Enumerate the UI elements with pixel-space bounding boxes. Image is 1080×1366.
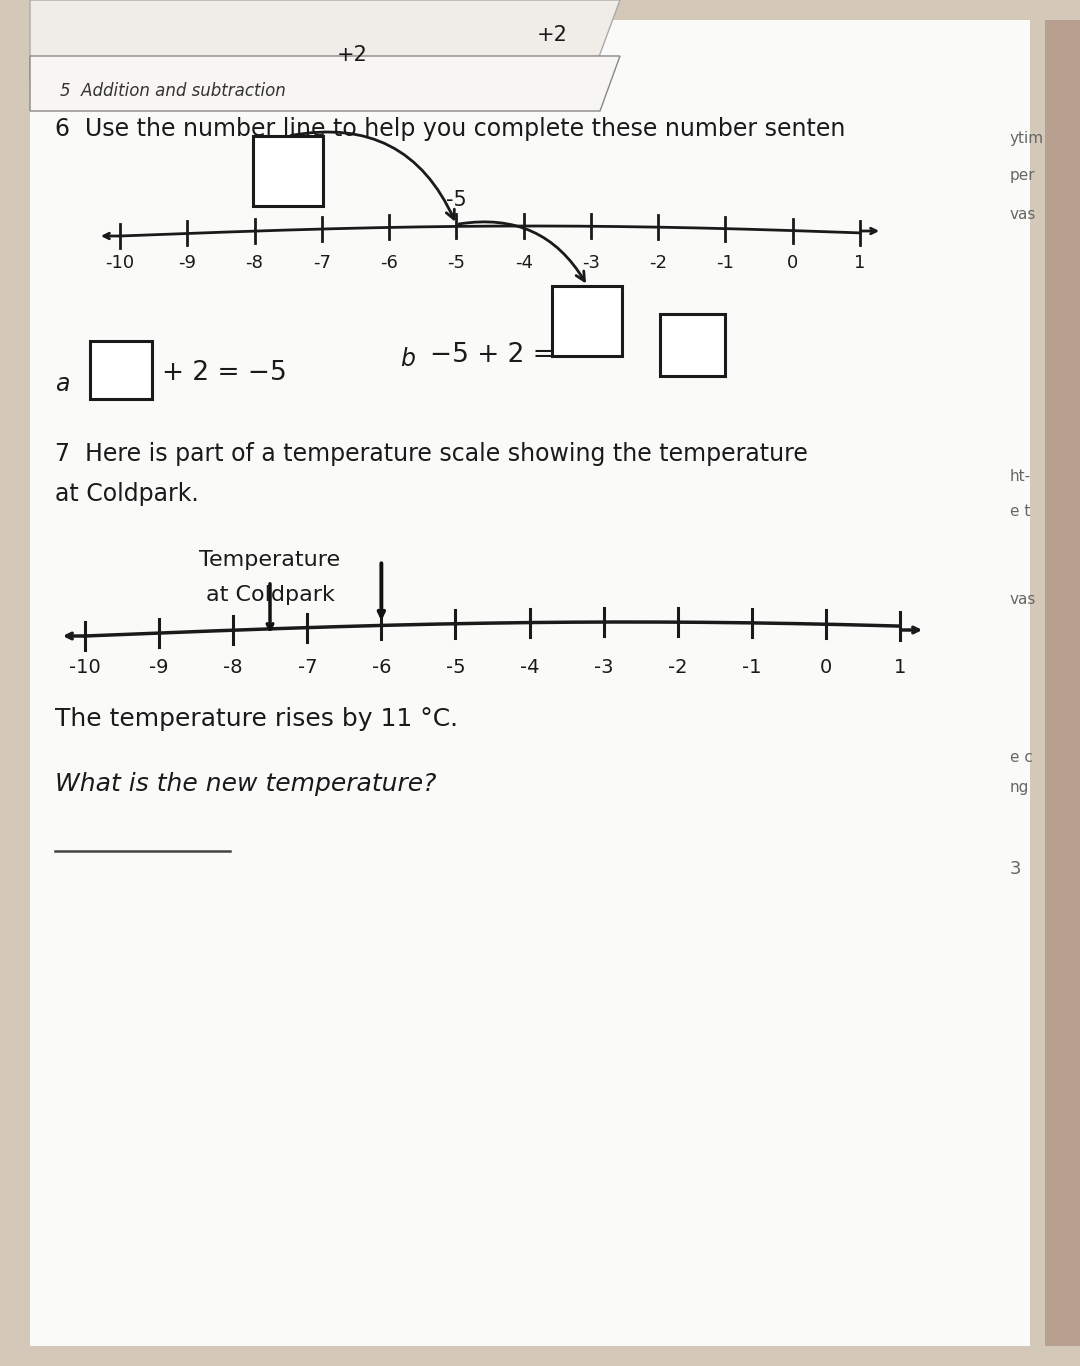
- Text: ytim: ytim: [1010, 131, 1044, 146]
- Text: e c: e c: [1010, 750, 1032, 765]
- FancyBboxPatch shape: [553, 285, 622, 357]
- Text: ht-: ht-: [1010, 469, 1031, 484]
- Text: vas: vas: [1010, 206, 1037, 221]
- Text: e t: e t: [1010, 504, 1030, 519]
- Text: -3: -3: [582, 254, 599, 272]
- Polygon shape: [30, 0, 620, 81]
- Text: −5 + 2 =: −5 + 2 =: [430, 342, 555, 367]
- Text: -7: -7: [297, 658, 318, 678]
- FancyBboxPatch shape: [90, 342, 152, 399]
- Text: 1: 1: [894, 658, 906, 678]
- Text: Temperature: Temperature: [200, 550, 340, 570]
- Text: b: b: [400, 347, 415, 372]
- Text: -10: -10: [69, 658, 100, 678]
- Text: + 2 = −5: + 2 = −5: [162, 361, 287, 387]
- Text: a: a: [55, 372, 69, 396]
- FancyBboxPatch shape: [1045, 20, 1080, 1346]
- Text: -10: -10: [106, 254, 135, 272]
- Text: -3: -3: [594, 658, 613, 678]
- Text: -6: -6: [372, 658, 391, 678]
- Text: -6: -6: [380, 254, 399, 272]
- Text: at Coldpark.: at Coldpark.: [55, 482, 199, 505]
- Text: 6  Use the number line to help you complete these number senten: 6 Use the number line to help you comple…: [55, 117, 846, 141]
- Text: 3: 3: [1010, 861, 1022, 878]
- Text: -9: -9: [178, 254, 197, 272]
- Text: -7: -7: [313, 254, 330, 272]
- Text: at Coldpark: at Coldpark: [205, 585, 335, 605]
- Text: -8: -8: [245, 254, 264, 272]
- Text: -4: -4: [519, 658, 539, 678]
- Text: The temperature rises by 11 °C.: The temperature rises by 11 °C.: [55, 708, 458, 731]
- Text: +2: +2: [537, 25, 567, 45]
- FancyArrowPatch shape: [459, 221, 584, 281]
- Text: What is the new temperature?: What is the new temperature?: [55, 772, 436, 796]
- Text: -9: -9: [149, 658, 168, 678]
- Text: 0: 0: [820, 658, 832, 678]
- Text: 1: 1: [854, 254, 866, 272]
- Text: -5: -5: [447, 254, 465, 272]
- Polygon shape: [30, 56, 620, 111]
- Text: -2: -2: [649, 254, 667, 272]
- FancyBboxPatch shape: [30, 20, 1030, 1346]
- Text: vas: vas: [1010, 591, 1037, 607]
- Text: -5: -5: [446, 190, 467, 210]
- Text: 5  Addition and subtraction: 5 Addition and subtraction: [60, 82, 286, 100]
- Text: -2: -2: [667, 658, 688, 678]
- FancyBboxPatch shape: [253, 137, 323, 206]
- Text: -8: -8: [224, 658, 243, 678]
- FancyBboxPatch shape: [660, 314, 725, 376]
- FancyArrowPatch shape: [291, 133, 455, 219]
- Text: +2: +2: [337, 45, 367, 66]
- Text: 0: 0: [787, 254, 798, 272]
- Text: -4: -4: [515, 254, 532, 272]
- Text: -1: -1: [742, 658, 761, 678]
- Text: -5: -5: [446, 658, 465, 678]
- Text: ng: ng: [1010, 780, 1029, 795]
- Text: 7  Here is part of a temperature scale showing the temperature: 7 Here is part of a temperature scale sh…: [55, 443, 808, 466]
- Text: -1: -1: [716, 254, 734, 272]
- Text: per: per: [1010, 168, 1036, 183]
